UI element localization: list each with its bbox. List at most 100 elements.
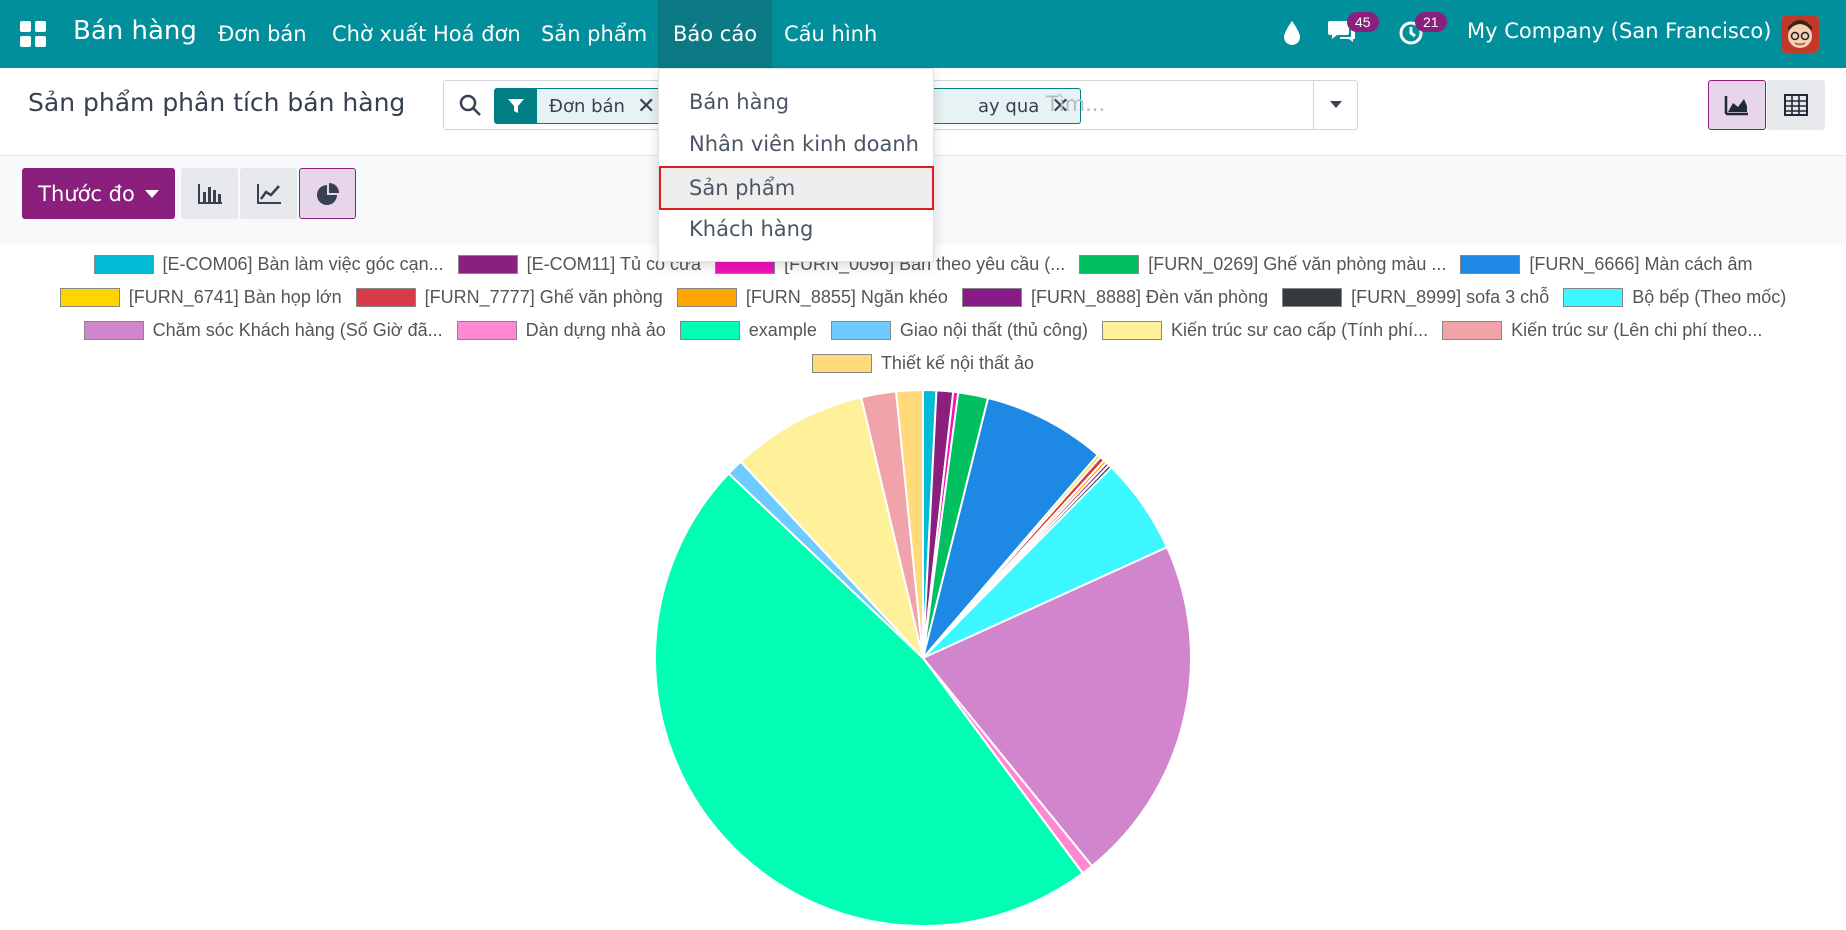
caret-down-icon	[144, 189, 159, 198]
pie-slice[interactable]	[894, 388, 924, 659]
filter-facet-date[interactable]: ay qua ✕	[934, 88, 1081, 124]
legend-swatch	[1460, 254, 1521, 274]
legend-swatch	[676, 287, 737, 307]
search-options-toggle[interactable]	[1313, 81, 1357, 129]
legend-item[interactable]: [FURN_6741] Bàn họp lớn	[59, 286, 342, 308]
menu-bao-cao[interactable]: Báo cáo	[658, 0, 773, 68]
legend-label: [FURN_8888] Đèn văn phòng	[1030, 286, 1269, 307]
report-dropdown-menu: Bán hàng Nhân viên kinh doanh Sản phẩm K…	[658, 68, 934, 262]
graph-view-button[interactable]	[1708, 80, 1766, 130]
menu-san-pham[interactable]: Sản phẩm	[541, 22, 648, 46]
pie-chart	[654, 388, 1192, 927]
legend-label: Bộ bếp (Theo mốc)	[1632, 286, 1787, 307]
legend-label: Thiết kế nội thất ảo	[880, 352, 1035, 373]
table-icon	[1784, 94, 1808, 116]
line-chart-button[interactable]	[240, 168, 297, 219]
app-title[interactable]: Bán hàng	[73, 16, 197, 46]
apps-menu-icon[interactable]	[20, 21, 46, 47]
legend-swatch	[1442, 320, 1503, 340]
legend-swatch	[457, 254, 518, 274]
menu-cho-xuat-hoa-don[interactable]: Chờ xuất Hoá đơn	[332, 22, 521, 46]
legend-item[interactable]: Giao nội thất (thủ công)	[830, 319, 1088, 341]
legend-item[interactable]: Kiến trúc sư (Lên chi phí theo...	[1442, 320, 1762, 341]
legend-item[interactable]: Thiết kế nội thất ảo	[811, 352, 1035, 374]
legend-swatch	[1079, 254, 1140, 274]
top-navbar: Bán hàng Đơn bán Chờ xuất Hoá đơn Sản ph…	[0, 0, 1846, 68]
company-switcher[interactable]: My Company (San Francisco)	[1467, 19, 1772, 43]
pie-chart-icon	[316, 182, 339, 205]
legend-item[interactable]: [E-COM06] Bàn làm việc góc cạn...	[93, 253, 444, 275]
water-drop-icon[interactable]	[1282, 20, 1302, 50]
pie-slice[interactable]	[739, 396, 925, 662]
pie-chart-button[interactable]	[299, 168, 356, 219]
legend-item[interactable]: [FURN_7777] Ghế văn phòng	[355, 286, 663, 308]
legend-label: [FURN_7777] Ghế văn phòng	[424, 286, 663, 307]
legend-swatch	[811, 353, 872, 373]
legend-item[interactable]: [FURN_8855] Ngăn khéo	[676, 286, 948, 308]
facet-label: Đơn bán	[549, 95, 625, 117]
filter-icon	[495, 89, 537, 123]
activities-badge: 21	[1415, 12, 1447, 32]
search-icon[interactable]	[458, 93, 482, 121]
legend-swatch	[1282, 287, 1343, 307]
legend-item[interactable]: Bộ bếp (Theo mốc)	[1563, 287, 1786, 308]
legend-label: Giao nội thất (thủ công)	[899, 319, 1088, 340]
facet-label: ay qua	[978, 95, 1040, 117]
activities-clock-icon[interactable]: 21	[1397, 12, 1447, 50]
legend-swatch	[1563, 287, 1624, 307]
messages-badge: 45	[1347, 12, 1379, 32]
menu-don-ban[interactable]: Đơn bán	[218, 22, 307, 46]
pie-slice[interactable]	[654, 472, 1085, 927]
user-avatar[interactable]	[1781, 15, 1819, 53]
remove-facet-icon[interactable]: ✕	[636, 93, 656, 119]
legend-item[interactable]: Dàn dựng nhà ảo	[456, 319, 666, 341]
legend-item[interactable]: [FURN_8888] Đèn văn phòng	[961, 286, 1269, 308]
search-input[interactable]: Tìm...	[1046, 92, 1106, 116]
report-menu-san-pham[interactable]: Sản phẩm	[659, 166, 934, 210]
legend-item[interactable]: Kiến trúc sư cao cấp (Tính phí...	[1101, 319, 1429, 341]
legend-label: example	[748, 319, 817, 340]
legend-label: [FURN_8999] sofa 3 chỗ	[1351, 286, 1550, 307]
legend-item[interactable]: [FURN_0269] Ghế văn phòng màu ...	[1079, 254, 1446, 275]
legend-label: [FURN_8855] Ngăn khéo	[745, 286, 948, 307]
legend-item[interactable]: [FURN_8999] sofa 3 chỗ	[1282, 287, 1549, 308]
area-chart-icon	[1724, 96, 1748, 116]
page-title: Sản phẩm phân tích bán hàng	[28, 88, 406, 117]
measure-label: Thước đo	[38, 181, 135, 206]
legend-label: Dàn dựng nhà ảo	[525, 319, 666, 340]
bar-chart-button[interactable]	[181, 168, 238, 219]
filter-facet-don-ban[interactable]: Đơn bán ✕	[494, 88, 667, 124]
legend-label: Chăm sóc Khách hàng (Số Giờ đã...	[152, 319, 443, 340]
legend-item[interactable]: [E-COM11] Tủ có cửa	[457, 253, 702, 275]
legend-label: [FURN_0269] Ghế văn phòng màu ...	[1148, 253, 1447, 274]
legend-item[interactable]: [FURN_6666] Màn cách âm	[1460, 254, 1752, 275]
pie-slice[interactable]	[921, 545, 1192, 868]
legend-label: Kiến trúc sư cao cấp (Tính phí...	[1170, 319, 1429, 340]
messages-icon[interactable]: 45	[1327, 12, 1379, 50]
line-chart-icon	[256, 183, 281, 204]
legend-item[interactable]: example	[679, 319, 817, 341]
legend-item[interactable]: Chăm sóc Khách hàng (Số Giờ đã...	[83, 319, 443, 341]
pivot-view-button[interactable]	[1767, 80, 1825, 130]
legend-swatch	[830, 320, 891, 340]
legend-swatch	[83, 320, 144, 340]
legend-label: [FURN_6741] Bàn họp lớn	[128, 286, 342, 307]
measure-dropdown-button[interactable]: Thước đo	[22, 168, 175, 219]
menu-cau-hinh[interactable]: Cấu hình	[784, 22, 878, 46]
report-menu-nhan-vien-kinh-doanh[interactable]: Nhân viên kinh doanh	[689, 132, 919, 156]
legend-swatch	[1101, 320, 1162, 340]
report-menu-ban-hang[interactable]: Bán hàng	[689, 90, 790, 114]
remove-facet-icon[interactable]: ✕	[1051, 93, 1070, 119]
legend-swatch	[355, 287, 416, 307]
legend-swatch	[456, 320, 517, 340]
legend-swatch	[59, 287, 120, 307]
legend-label: [FURN_6666] Màn cách âm	[1529, 253, 1753, 274]
bar-chart-icon	[197, 183, 222, 204]
legend-label: [E-COM11] Tủ có cửa	[526, 253, 702, 274]
legend-label: [E-COM06] Bàn làm việc góc cạn...	[162, 253, 444, 274]
pie-slice[interactable]	[922, 396, 1100, 659]
legend-swatch	[679, 320, 740, 340]
legend-swatch	[93, 254, 154, 274]
legend-swatch	[961, 287, 1022, 307]
report-menu-khach-hang[interactable]: Khách hàng	[689, 217, 814, 241]
